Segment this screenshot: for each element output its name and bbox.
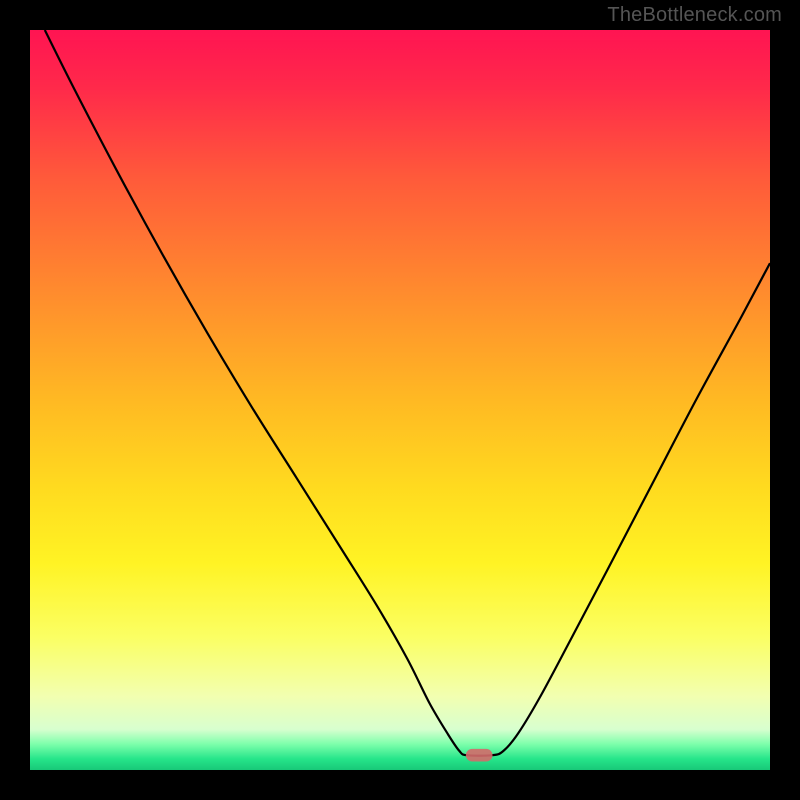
- optimum-marker: [466, 749, 493, 762]
- gradient-background: [30, 30, 770, 770]
- watermark-text: TheBottleneck.com: [607, 4, 782, 27]
- plot-svg: [30, 30, 770, 770]
- plot-area: [30, 30, 770, 770]
- chart-frame: TheBottleneck.com: [0, 0, 800, 800]
